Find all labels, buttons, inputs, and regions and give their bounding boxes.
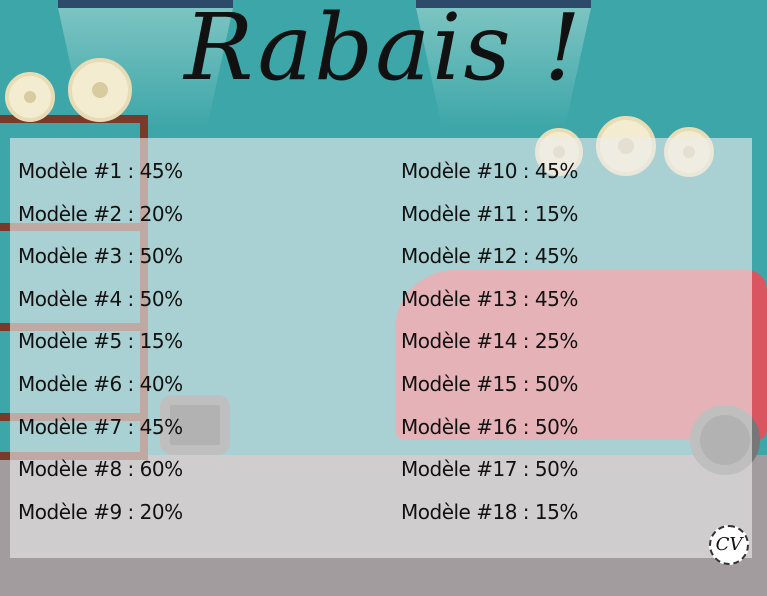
discount-panel [10, 138, 752, 558]
wheel-icon [68, 58, 132, 122]
discount-item: Modèle #5 : 15% [18, 329, 183, 354]
discount-item: Modèle #6 : 40% [18, 371, 183, 396]
discount-list-left: Modèle #1 : 45% Modèle #2 : 20% Modèle #… [18, 155, 183, 538]
discount-item: Modèle #12 : 45% [401, 244, 578, 269]
discount-item: Modèle #3 : 50% [18, 244, 183, 269]
discount-item: Modèle #11 : 15% [401, 201, 578, 226]
wheel-icon [5, 72, 55, 122]
discount-list-right: Modèle #10 : 45% Modèle #11 : 15% Modèle… [401, 155, 578, 538]
discount-item: Modèle #8 : 60% [18, 457, 183, 482]
discount-item: Modèle #14 : 25% [401, 329, 578, 354]
discount-item: Modèle #4 : 50% [18, 286, 183, 311]
discount-item: Modèle #7 : 45% [18, 414, 183, 439]
discount-item: Modèle #17 : 50% [401, 457, 578, 482]
cv-logo: CV [709, 525, 749, 565]
discount-item: Modèle #16 : 50% [401, 414, 578, 439]
discount-item: Modèle #10 : 45% [401, 159, 578, 183]
discount-item: Modèle #2 : 20% [18, 201, 183, 226]
light-beam [416, 8, 591, 128]
discount-item: Modèle #1 : 45% [18, 159, 183, 183]
ceiling-lamp [58, 0, 233, 8]
page-title: Rabais ! [184, 0, 583, 101]
discount-item: Modèle #13 : 45% [401, 286, 578, 311]
discount-item: Modèle #9 : 20% [18, 499, 183, 524]
discount-item: Modèle #15 : 50% [401, 371, 578, 396]
discount-item: Modèle #18 : 15% [401, 499, 578, 524]
ceiling-lamp [416, 0, 591, 8]
